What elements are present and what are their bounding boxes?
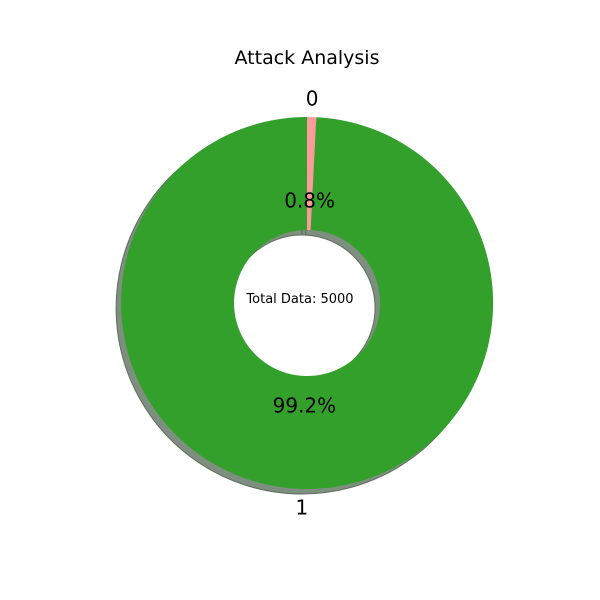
pie-slice-1 xyxy=(121,117,494,489)
percent-label-1: 99.2% xyxy=(273,393,337,417)
chart-labels: 0 0.8% 1 99.2% xyxy=(273,87,337,520)
pie-slice-0 xyxy=(307,116,317,231)
chart-title: Attack Analysis xyxy=(235,47,380,69)
category-label-1: 1 xyxy=(296,496,309,520)
center-total-label: Total Data: 5000 xyxy=(245,292,353,307)
percent-label-0: 0.8% xyxy=(284,189,335,213)
chart-slices xyxy=(121,116,494,489)
category-label-0: 0 xyxy=(306,87,319,111)
